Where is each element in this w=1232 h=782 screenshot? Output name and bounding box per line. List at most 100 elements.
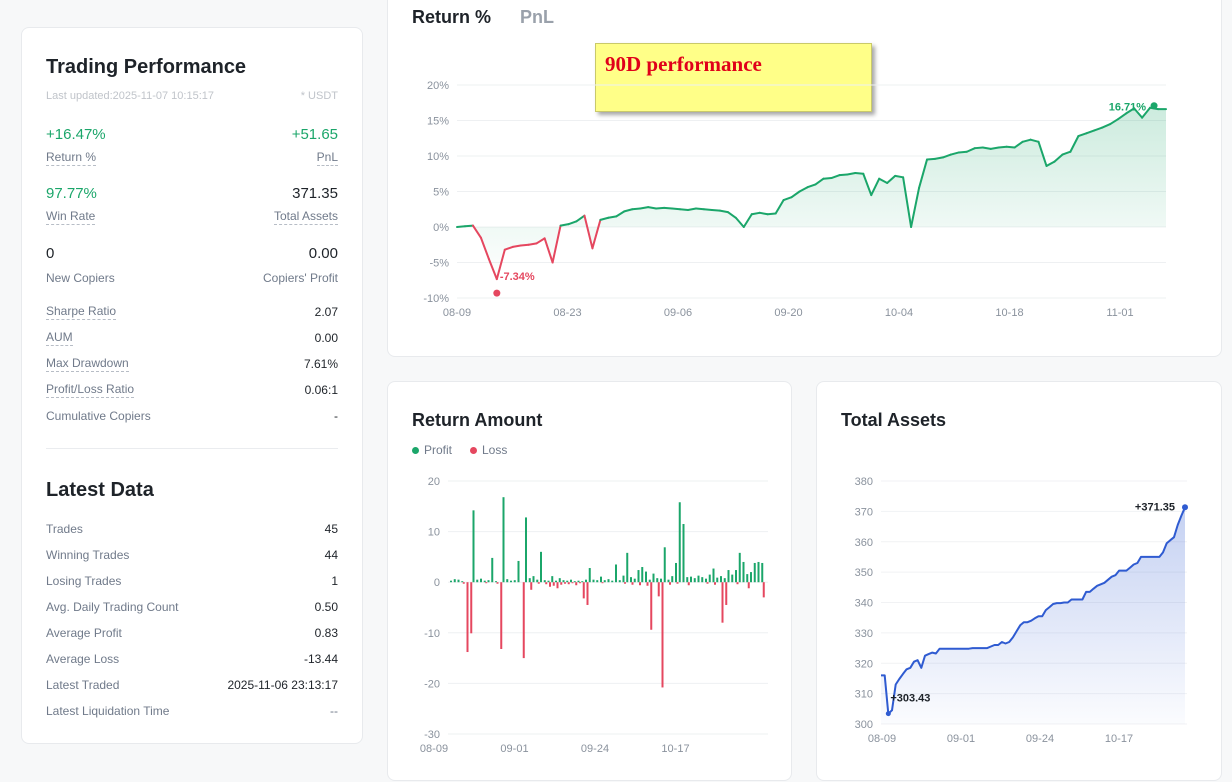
return-line-segment	[1101, 123, 1112, 129]
profit-bar	[723, 578, 726, 583]
win-rate-label[interactable]: Win Rate	[46, 209, 96, 225]
return-line-segment	[926, 157, 936, 161]
min-point-label: +303.43	[890, 693, 930, 705]
profit-bar	[592, 579, 595, 583]
sticky-note-text: 90D performance	[605, 52, 762, 76]
pl-ratio-label[interactable]: Profit/Loss Ratio	[46, 382, 135, 398]
y-tick-label: 330	[855, 628, 873, 640]
return-line-segment	[854, 172, 865, 175]
profit-bar	[558, 578, 561, 583]
profit-bar	[536, 579, 539, 583]
loss-bar	[552, 582, 555, 586]
return-line-segment	[647, 206, 658, 210]
loss-bar	[556, 582, 559, 589]
profit-bar	[742, 561, 745, 583]
profit-bar	[693, 578, 696, 583]
y-tick-label: 310	[855, 689, 873, 701]
return-pct-label[interactable]: Return %	[46, 150, 97, 166]
loss-bar	[575, 582, 578, 586]
profit-bar	[450, 580, 452, 583]
x-tick-label: 09-24	[581, 743, 609, 755]
return-line-segment	[559, 223, 570, 227]
legend-loss-label: Loss	[482, 443, 508, 457]
loss-bar	[579, 582, 581, 584]
return-line-segment	[838, 173, 849, 177]
latest-traded-label: Latest Traded	[46, 678, 120, 692]
winning-trades-label: Winning Trades	[46, 548, 130, 562]
loss-bar	[522, 582, 525, 659]
return-line-segment	[774, 199, 785, 215]
y-tick-label: 370	[855, 506, 873, 518]
latest-data-title: Latest Data	[46, 479, 154, 501]
loss-bar	[624, 582, 626, 584]
return-line-segment	[487, 257, 498, 281]
loss-bar	[650, 582, 653, 630]
trading-performance-title: Trading Performance	[46, 56, 247, 78]
x-tick-label: 08-09	[420, 743, 448, 755]
legend-loss[interactable]: Loss	[470, 443, 507, 457]
return-line-segment	[949, 151, 960, 156]
profit-bar	[495, 581, 497, 583]
total-assets-label[interactable]: Total Assets	[273, 209, 338, 225]
return-pct-value: +16.47%	[46, 126, 106, 143]
sharpe-ratio-label[interactable]: Sharpe Ratio	[46, 304, 117, 320]
loss-bar	[714, 582, 716, 585]
return-line-segment	[607, 215, 618, 219]
legend-profit-label: Profit	[424, 443, 453, 457]
y-tick-label: 20	[428, 476, 440, 488]
y-tick-label: 340	[855, 598, 873, 610]
loss-bar	[676, 582, 679, 584]
return-line-segment	[710, 208, 721, 212]
x-tick-label: 10-17	[661, 743, 689, 755]
profit-bar	[656, 578, 659, 583]
tab-return-pct[interactable]: Return %	[412, 7, 492, 27]
profit-bar	[528, 578, 531, 583]
profit-bar	[663, 547, 666, 583]
return-line-segment	[1141, 106, 1152, 119]
return-line-segment	[575, 214, 586, 223]
loss-bar	[631, 582, 634, 585]
aum-value: 0.00	[314, 331, 338, 345]
total-assets-title: Total Assets	[841, 410, 947, 430]
profit-bar	[461, 581, 464, 583]
return-line-segment	[846, 172, 857, 176]
return-line-segment	[989, 146, 1000, 150]
profit-bar	[750, 572, 752, 583]
return-line-segment	[973, 146, 984, 150]
y-tick-label: 10	[428, 527, 440, 539]
return-line-segment	[1061, 150, 1072, 156]
profit-bar	[660, 578, 662, 583]
return-line-segment	[527, 242, 538, 246]
return-line-segment	[663, 206, 674, 210]
max-drawdown-label[interactable]: Max Drawdown	[46, 356, 129, 372]
min-point-marker	[885, 711, 891, 717]
profit-bar	[675, 562, 677, 583]
tab-pnl[interactable]: PnL	[520, 7, 554, 27]
profit-bar	[607, 579, 610, 583]
profit-bar	[540, 551, 542, 583]
pnl-label[interactable]: PnL	[316, 150, 338, 166]
new-copiers-label: New Copiers	[46, 271, 115, 285]
profit-bar	[588, 568, 591, 583]
x-tick-label: 09-01	[500, 743, 528, 755]
return-line-segment	[479, 236, 490, 260]
return-line-segment	[902, 176, 913, 228]
legend-profit[interactable]: Profit	[412, 443, 452, 457]
loss-dot-icon	[470, 447, 477, 455]
y-tick-label: 360	[855, 537, 873, 549]
return-line-segment	[615, 210, 626, 218]
profit-bar	[543, 580, 546, 583]
return-line-segment	[894, 174, 905, 179]
y-tick-label: 20%	[427, 80, 449, 92]
return-line-segment	[1125, 107, 1136, 115]
profit-bar	[727, 570, 730, 583]
profit-bar	[600, 576, 602, 583]
profit-bar	[585, 579, 587, 583]
return-line-segment	[814, 177, 825, 186]
return-line-segment	[726, 211, 737, 219]
return-line-segment	[718, 209, 729, 214]
loss-bar	[706, 582, 709, 584]
aum-label[interactable]: AUM	[46, 330, 73, 346]
profit-bar	[701, 577, 704, 583]
return-line-segment	[1045, 160, 1056, 167]
